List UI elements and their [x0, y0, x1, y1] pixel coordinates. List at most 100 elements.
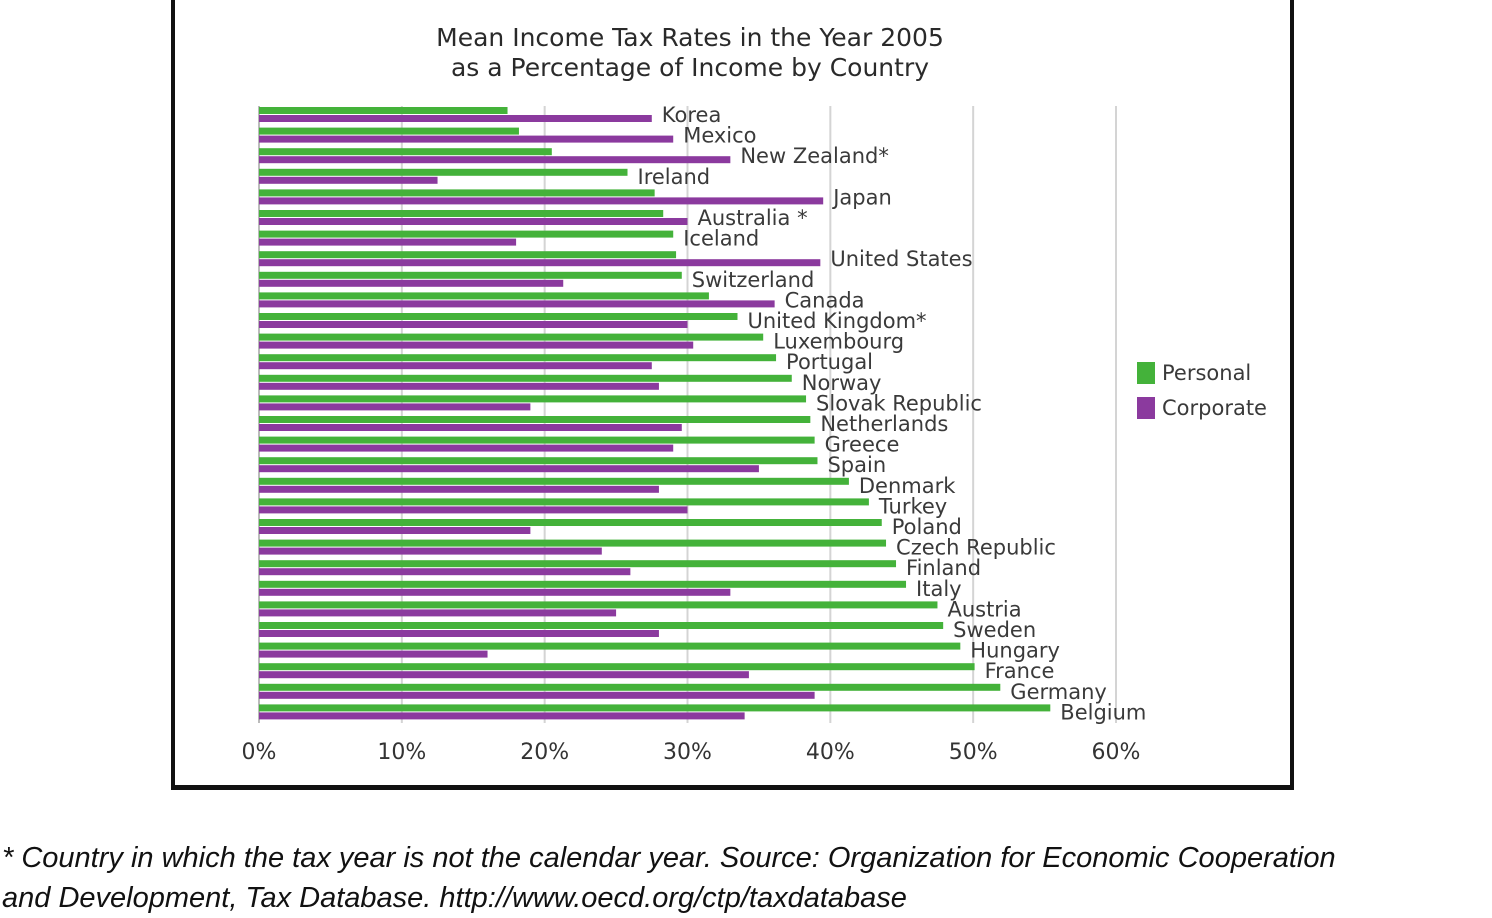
- bar-corporate: [259, 609, 617, 617]
- bar-personal: [259, 519, 882, 526]
- bar-corporate: [259, 321, 688, 328]
- country-label: Hungary: [970, 639, 1060, 663]
- legend-swatch: [1137, 397, 1155, 419]
- country-label: Finland: [906, 556, 981, 580]
- x-tick-label: 0%: [242, 740, 277, 765]
- bar-corporate: [259, 424, 682, 431]
- bar-corporate: [259, 588, 731, 596]
- bar-personal: [259, 230, 674, 238]
- bar-personal: [259, 395, 807, 403]
- x-tick-label: 10%: [377, 740, 426, 765]
- bar-personal: [259, 436, 815, 444]
- country-label: Iceland: [683, 227, 759, 251]
- footnote-line-1: * Country in which the tax year is not t…: [2, 842, 1336, 874]
- bar-personal: [259, 148, 552, 156]
- bar-personal: [259, 416, 811, 423]
- bar-corporate: [259, 300, 775, 308]
- bar-corporate: [259, 156, 731, 164]
- legend-label: Personal: [1162, 361, 1251, 385]
- country-label: Switzerland: [692, 268, 815, 292]
- country-label: Poland: [892, 515, 962, 539]
- chart-title-line-2: as a Percentage of Income by Country: [451, 53, 929, 82]
- bar-corporate: [259, 465, 759, 473]
- bar-personal: [259, 663, 975, 671]
- country-label: Australia *: [698, 206, 808, 230]
- legend: Personal Corporate: [1137, 361, 1267, 420]
- x-axis: 0% 10% 20% 30% 40% 50% 60%: [242, 740, 1141, 765]
- gridlines: [258, 106, 1117, 723]
- bar-corporate: [259, 341, 694, 349]
- bar-corporate: [259, 362, 652, 370]
- country-label: New Zealand*: [740, 144, 889, 168]
- bar-personal: [259, 210, 664, 217]
- bar-corporate: [259, 238, 517, 246]
- country-label: Italy: [916, 577, 962, 601]
- x-tick-label: 60%: [1092, 740, 1141, 765]
- bar-personal: [259, 107, 508, 114]
- bar-corporate: [259, 279, 564, 287]
- bar-personal: [259, 251, 677, 259]
- country-label: Portugal: [786, 350, 873, 374]
- footnote: * Country in which the tax year is not t…: [2, 838, 1492, 918]
- x-tick-label: 20%: [520, 740, 569, 765]
- bar-corporate: [259, 115, 652, 122]
- country-label: Ireland: [638, 165, 711, 189]
- bar-corporate: [259, 444, 674, 452]
- bar-corporate: [259, 527, 531, 534]
- bar-personal: [259, 189, 655, 197]
- bar-corporate: [259, 197, 824, 205]
- bar-corporate: [259, 650, 488, 658]
- bar-personal: [259, 704, 1051, 712]
- bar-personal: [259, 477, 849, 485]
- bar-personal: [259, 498, 869, 506]
- x-tick-label: 40%: [806, 740, 855, 765]
- bar-corporate: [259, 671, 749, 679]
- country-label: Denmark: [859, 474, 956, 498]
- bar-personal: [259, 313, 738, 320]
- bar-personal: [259, 622, 944, 629]
- bar-corporate: [259, 218, 688, 225]
- bar-personal: [259, 683, 1001, 691]
- country-label: Mexico: [683, 124, 756, 148]
- bar-corporate: [259, 506, 688, 514]
- bar-personal: [259, 354, 777, 362]
- country-label: Greece: [825, 433, 900, 457]
- bar-personal: [259, 271, 682, 279]
- country-label: Sweden: [953, 618, 1036, 642]
- country-label: Netherlands: [820, 412, 948, 436]
- x-tick-label: 30%: [663, 740, 712, 765]
- country-label: Japan: [831, 185, 892, 209]
- bar-corporate: [259, 691, 815, 699]
- country-label: Germany: [1010, 680, 1107, 704]
- country-label: Canada: [785, 288, 865, 312]
- bar-personal: [259, 374, 792, 382]
- bar-corporate: [259, 630, 659, 637]
- country-label: Slovak Republic: [816, 391, 982, 415]
- legend-label: Corporate: [1162, 396, 1267, 420]
- country-label: United States: [830, 247, 972, 271]
- bar-corporate: [259, 382, 659, 390]
- bar-personal: [259, 580, 907, 588]
- country-label: Belgium: [1060, 700, 1146, 724]
- bar-corporate: [259, 568, 631, 576]
- country-label: United Kingdom*: [747, 309, 926, 333]
- bar-personal: [259, 601, 938, 609]
- bar-personal: [259, 333, 764, 341]
- x-tick-label: 50%: [949, 740, 998, 765]
- bars: [259, 107, 1051, 720]
- legend-swatch: [1137, 362, 1155, 384]
- footnote-line-2: and Development, Tax Database. http://ww…: [2, 882, 907, 914]
- bar-corporate: [259, 485, 659, 493]
- bar-corporate: [259, 176, 438, 184]
- chart-title-line-1: Mean Income Tax Rates in the Year 2005: [436, 23, 944, 52]
- country-label: Norway: [802, 371, 882, 395]
- bar-personal: [259, 560, 897, 568]
- bar-personal: [259, 292, 709, 300]
- bar-corporate: [259, 259, 821, 267]
- country-label: Czech Republic: [896, 536, 1056, 560]
- bar-corporate: [259, 712, 745, 720]
- bar-corporate: [259, 403, 531, 411]
- bar-personal: [259, 457, 818, 465]
